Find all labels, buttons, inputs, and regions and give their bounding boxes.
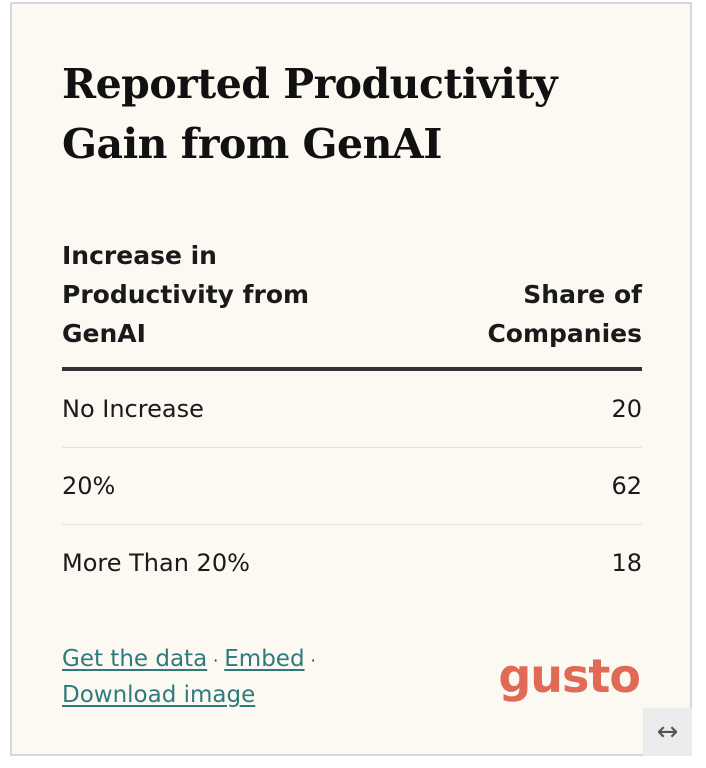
column-header-share: Share of Companies [487, 280, 642, 348]
data-table: Increase in Productivity from GenAI Shar… [62, 236, 642, 602]
table-row: No Increase 20 [62, 371, 642, 448]
row-label: More Than 20% [62, 549, 250, 577]
table-header: Increase in Productivity from GenAI Shar… [62, 236, 642, 371]
download-image-link[interactable]: Download image [62, 682, 256, 708]
column-header-increase: Increase in Productivity from GenAI [62, 241, 310, 348]
embed-link[interactable]: Embed [224, 646, 305, 672]
table-row: More Than 20% 18 [62, 525, 642, 602]
row-label: 20% [62, 472, 116, 500]
chart-card: Reported Productivity Gain from GenAI In… [10, 2, 692, 756]
separator: · [213, 651, 219, 670]
row-value: 18 [611, 549, 642, 577]
footer-links: Get the data · Embed · Download image [62, 642, 392, 712]
resize-handle-icon[interactable]: ↔ [643, 708, 692, 756]
get-data-link[interactable]: Get the data [62, 646, 208, 672]
table-row: 20% 62 [62, 448, 642, 525]
row-value: 62 [611, 472, 642, 500]
row-value: 20 [611, 395, 642, 423]
separator: · [310, 651, 316, 670]
row-label: No Increase [62, 395, 204, 423]
gusto-logo: gusto [498, 649, 641, 703]
chart-title: Reported Productivity Gain from GenAI [62, 60, 558, 168]
